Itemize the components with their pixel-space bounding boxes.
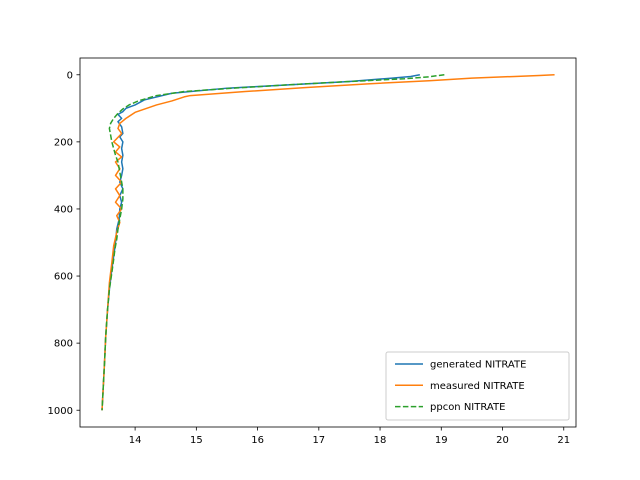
series-line-1 [101, 74, 555, 411]
legend-box [385, 351, 570, 421]
legend-label-2: ppcon NITRATE [430, 402, 505, 413]
x-tick-label: 19 [435, 435, 448, 446]
y-tick-label: 600 [54, 272, 73, 283]
plot-frame [79, 57, 577, 428]
y-tick-label: 1000 [48, 406, 73, 417]
axes-layer: 14 15 16 17 18 19 20 21 0 200 400 600 800 1000 [48, 70, 571, 446]
series-layer [101, 74, 555, 411]
x-tick-label: 17 [312, 435, 325, 446]
series-line-2 [101, 74, 445, 411]
y-tick-label: 0 [67, 70, 73, 81]
y-tick-label: 200 [54, 137, 73, 148]
series-line-0 [101, 74, 420, 411]
x-tick-label: 18 [374, 435, 387, 446]
legend-label-0: generated NITRATE [430, 360, 526, 371]
x-tick-label: 15 [190, 435, 203, 446]
y-tick-label: 800 [54, 339, 73, 350]
x-tick-label: 21 [557, 435, 570, 446]
legend-label-1: measured NITRATE [430, 381, 525, 392]
x-tick-label: 20 [496, 435, 509, 446]
legend: generated NITRATE measured NITRATE ppcon N… [385, 351, 570, 421]
y-tick-label: 400 [54, 205, 73, 216]
x-tick-label: 14 [129, 435, 142, 446]
x-tick-label: 16 [251, 435, 264, 446]
